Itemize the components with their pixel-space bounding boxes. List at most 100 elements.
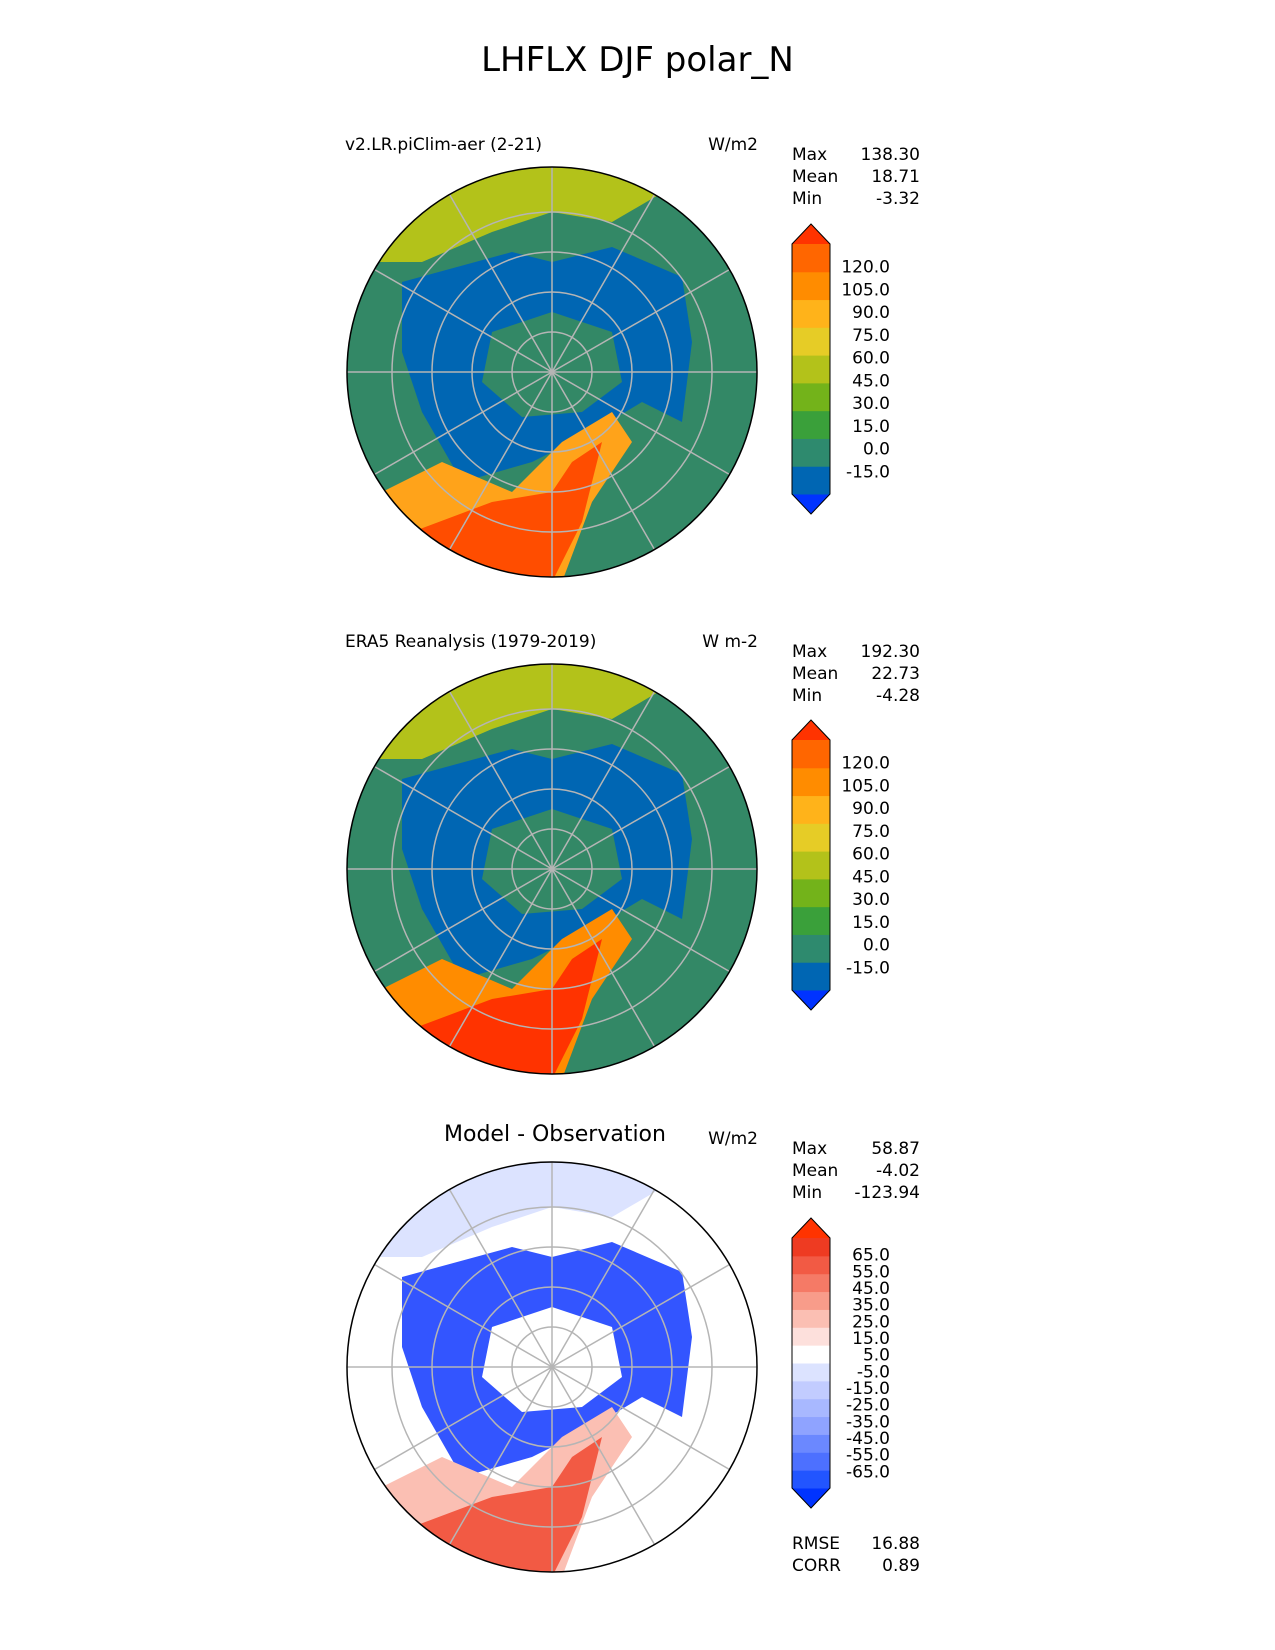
colorbar-extend-min xyxy=(792,1488,830,1508)
polar-map-model xyxy=(346,166,758,578)
colorbar-swatch xyxy=(792,271,830,301)
map-boundary xyxy=(346,166,758,578)
longitude-line xyxy=(551,1366,730,1471)
colorbar-extend-min xyxy=(792,494,830,514)
colorbar-tick-label: 65.0 xyxy=(852,1246,890,1266)
colorbar-swatch xyxy=(792,299,830,328)
colorbar-tick-label: 15.0 xyxy=(852,913,890,933)
panel-3-title: Model - Observation xyxy=(444,1122,666,1147)
colorbar-difference: 65.055.045.035.025.015.05.0-5.0-15.0-25.… xyxy=(791,1217,890,1509)
colorbar-tick-label: 105.0 xyxy=(841,776,890,796)
longitude-line xyxy=(374,1263,553,1368)
stat-label: Mean xyxy=(792,1161,839,1181)
field-region xyxy=(412,442,602,577)
panel-3-stats: Max 58.87 Mean -4.02 Min -123.94 xyxy=(792,1138,920,1204)
colorbar-tick-label: -15.0 xyxy=(846,958,890,978)
stat-label: Mean xyxy=(792,664,839,684)
longitude-line xyxy=(374,868,553,973)
stat-label: Min xyxy=(792,1183,823,1203)
stat-value: 18.71 xyxy=(871,167,920,187)
colorbar-swatch xyxy=(792,1470,830,1489)
colorbar-swatch xyxy=(792,1291,830,1310)
stat-label: RMSE xyxy=(792,1534,841,1554)
panel-1-title: v2.LR.piClim-aer (2-21) xyxy=(345,135,543,155)
colorbar-tick-label: 60.0 xyxy=(852,349,890,369)
colorbar-tick-label: 45.0 xyxy=(852,371,890,391)
longitude-line xyxy=(551,1189,656,1368)
colorbar-swatch xyxy=(792,1327,830,1346)
panel-1-units: W/m2 xyxy=(708,135,758,155)
colorbar-tick-label: 0.0 xyxy=(863,936,890,956)
colorbar-tick-label: 35.0 xyxy=(852,1296,890,1316)
longitude-line xyxy=(448,194,553,373)
colorbar-tick-label: 25.0 xyxy=(852,1312,890,1332)
colorbar-swatch xyxy=(792,1434,830,1453)
colorbar-swatch xyxy=(792,1238,830,1257)
colorbar-tick-label: 90.0 xyxy=(852,799,890,819)
colorbar-tick-label: -55.0 xyxy=(846,1446,890,1466)
polar-map-difference xyxy=(346,1161,758,1573)
stat-value: 192.30 xyxy=(860,642,920,662)
figure-title: LHFLX DJF polar_N xyxy=(481,40,794,80)
longitude-line xyxy=(551,868,730,973)
colorbar-swatch xyxy=(792,1452,830,1471)
colorbar-swatch xyxy=(792,327,830,356)
stat-value: -123.94 xyxy=(854,1183,920,1203)
colorbar-extend-max xyxy=(792,1218,830,1238)
panel-2-title: ERA5 Reanalysis (1979-2019) xyxy=(345,632,597,652)
colorbar-swatch xyxy=(792,962,830,991)
colorbar-tick-label: -15.0 xyxy=(846,462,890,482)
map-boundary xyxy=(346,1161,758,1573)
colorbar-outline xyxy=(791,223,831,515)
field-region xyxy=(412,939,602,1074)
colorbar-swatch xyxy=(792,1416,830,1435)
panel-3-error-stats: RMSE 16.88 CORR 0.89 xyxy=(792,1533,920,1577)
colorbar-swatch xyxy=(792,244,830,273)
stat-label: Max xyxy=(792,1139,828,1159)
longitude-line xyxy=(551,371,656,550)
colorbar-swatch xyxy=(792,795,830,824)
colorbar-swatch xyxy=(792,934,830,963)
colorbar-tick-label: 105.0 xyxy=(841,280,890,300)
colorbar-swatch xyxy=(792,851,830,880)
longitude-line xyxy=(374,268,553,373)
map-boundary xyxy=(346,663,758,1075)
colorbar-tick-label: 0.0 xyxy=(863,440,890,460)
stat-label: Min xyxy=(792,686,823,706)
colorbar-tick-label: 15.0 xyxy=(852,417,890,437)
panel-2-stats: Max 192.30 Mean 22.73 Min -4.28 xyxy=(792,641,920,707)
colorbar-swatch xyxy=(792,410,830,439)
colorbar-swatch xyxy=(792,382,830,412)
colorbar-swatch xyxy=(792,740,830,769)
colorbar-swatch xyxy=(792,878,830,908)
longitude-line xyxy=(551,194,656,373)
stat-label: CORR xyxy=(792,1556,841,1576)
stat-value: 0.89 xyxy=(882,1556,920,1576)
colorbar-tick-label: 75.0 xyxy=(852,326,890,346)
polar-map-observation xyxy=(346,663,758,1075)
colorbar-swatch xyxy=(792,1363,830,1382)
colorbar-swatch xyxy=(792,906,830,935)
colorbar-extend-min xyxy=(792,990,830,1010)
colorbar-tick-label: -15.0 xyxy=(846,1379,890,1399)
colorbar-tick-label: -35.0 xyxy=(846,1412,890,1432)
stat-label: Mean xyxy=(792,167,839,187)
colorbar-tick-label: -25.0 xyxy=(846,1396,890,1416)
longitude-line xyxy=(551,691,656,870)
longitude-line xyxy=(551,1263,730,1368)
colorbar-swatch xyxy=(792,1255,830,1275)
stat-value: -3.32 xyxy=(876,189,920,209)
colorbar-tick-label: 45.0 xyxy=(852,867,890,887)
longitude-line xyxy=(448,1189,553,1368)
colorbar-swatch xyxy=(792,466,830,495)
colorbar-swatch xyxy=(792,1309,830,1328)
colorbar-outline xyxy=(791,719,831,1011)
stat-label: Max xyxy=(792,145,828,165)
longitude-line xyxy=(551,371,730,476)
colorbar-tick-label: -5.0 xyxy=(857,1362,890,1382)
colorbar-outline xyxy=(791,1217,831,1509)
colorbar-tick-label: 120.0 xyxy=(841,258,890,278)
longitude-line xyxy=(551,765,730,870)
colorbar-tick-label: 45.0 xyxy=(852,1279,890,1299)
colorbar-extend-max xyxy=(792,224,830,244)
